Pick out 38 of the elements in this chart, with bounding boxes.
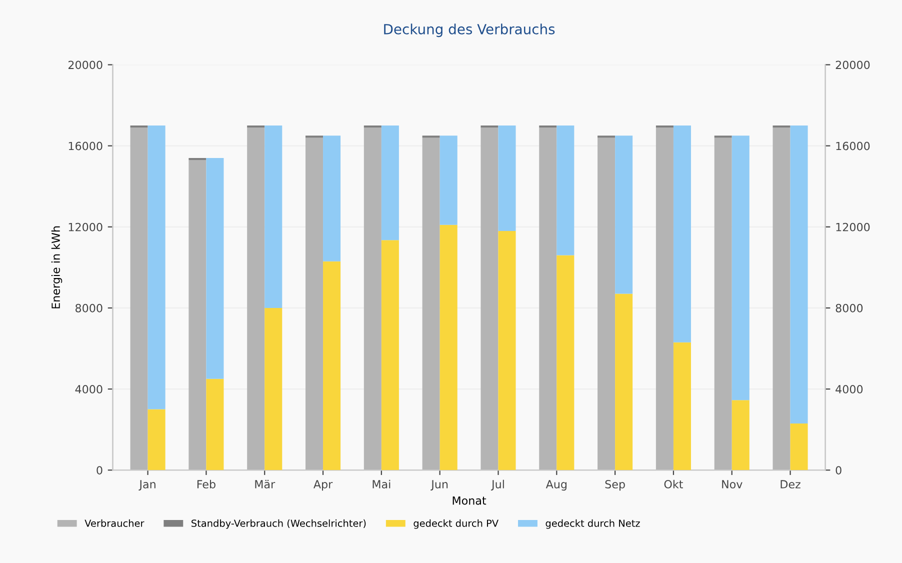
x-tick-label: Sep	[605, 480, 625, 491]
bar	[440, 136, 458, 225]
y-tick-label: 12000	[68, 222, 102, 232]
y-tick-label: 4000	[75, 385, 102, 394]
bar	[498, 126, 516, 231]
x-tick-label: Nov	[722, 480, 742, 488]
x-tick-label: Okt	[664, 480, 683, 488]
bar	[732, 400, 750, 470]
y-tick-label: 16000	[68, 142, 102, 150]
bar	[188, 158, 206, 160]
x-tick-label: Jun	[430, 480, 448, 490]
y2-tick-label: 20000	[836, 60, 870, 70]
legend-label: Standby-Verbrauch (Wechselrichter)	[192, 519, 366, 529]
x-tick-label: Mär	[255, 480, 276, 488]
x-tick-label: Apr	[313, 480, 333, 491]
y-tick-label: 0	[96, 466, 102, 474]
x-tick-label: Mai	[372, 480, 390, 488]
y-tick-label: 20000	[68, 60, 102, 70]
x-tick-label: Feb	[197, 480, 216, 488]
x-tick-label: Jan	[138, 480, 156, 490]
legend-label: gedeckt durch PV	[414, 519, 498, 529]
y-axis-title: Energie in kWh	[51, 226, 62, 308]
x-tick-label: Aug	[546, 480, 566, 491]
bar	[206, 378, 224, 470]
y2-tick-label: 0	[836, 466, 842, 474]
y2-tick-label: 8000	[836, 304, 863, 312]
legend-label: gedeckt durch Netz	[546, 519, 640, 529]
y-tick-label: 8000	[76, 304, 102, 312]
x-tick-label: Dez	[780, 480, 800, 488]
bar	[148, 409, 166, 470]
x-tick-label: Jul	[490, 480, 504, 490]
legend-label: Verbraucher	[84, 519, 144, 527]
y2-tick-label: 12000	[836, 222, 870, 232]
chart-title: Deckung des Verbrauchs	[384, 24, 555, 38]
x-axis-title: Monat	[452, 496, 486, 505]
bar	[790, 423, 808, 470]
y2-tick-label: 16000	[836, 142, 870, 150]
y2-tick-label: 4000	[836, 385, 863, 394]
